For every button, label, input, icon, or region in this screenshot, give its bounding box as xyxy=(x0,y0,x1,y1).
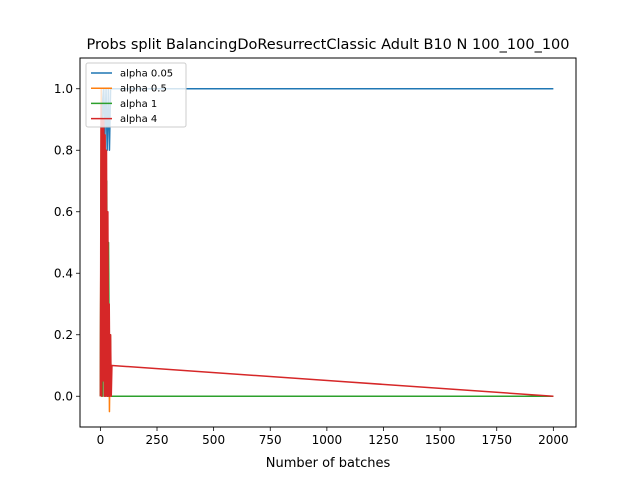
x-tick-label: 1000 xyxy=(312,433,343,447)
x-axis-label: Number of batches xyxy=(266,456,391,471)
x-tick-label: 1500 xyxy=(425,433,456,447)
legend-label: alpha 4 xyxy=(120,114,157,125)
y-axis: 0.0 0.2 0.4 0.6 0.8 1.0 xyxy=(54,82,80,403)
y-tick-label: 0.2 xyxy=(54,328,73,342)
y-tick-label: 0.8 xyxy=(54,143,73,157)
x-tick-label: 750 xyxy=(259,433,282,447)
x-tick-label: 1750 xyxy=(481,433,512,447)
x-tick-label: 2000 xyxy=(538,433,569,447)
x-tick-label: 250 xyxy=(146,433,169,447)
x-axis: 0 250 500 750 1000 1250 1500 1750 2000 xyxy=(97,427,569,447)
y-tick-label: 1.0 xyxy=(54,82,73,96)
legend-label: alpha 0.05 xyxy=(120,69,173,80)
x-tick-label: 1250 xyxy=(368,433,399,447)
legend-frame xyxy=(85,62,187,128)
legend: alpha 0.05 alpha 0.5 alpha 1 alpha 4 xyxy=(85,62,187,128)
x-tick-label: 500 xyxy=(202,433,225,447)
legend-label: alpha 0.5 xyxy=(120,84,167,95)
chart-title: Probs split BalancingDoResurrectClassic … xyxy=(87,37,570,53)
x-tick-label: 0 xyxy=(97,433,105,447)
legend-label: alpha 1 xyxy=(120,99,157,110)
y-tick-label: 0.6 xyxy=(54,205,73,219)
axes-frame xyxy=(79,57,577,428)
y-tick-label: 0.4 xyxy=(54,266,73,280)
y-tick-label: 0.0 xyxy=(54,389,73,403)
